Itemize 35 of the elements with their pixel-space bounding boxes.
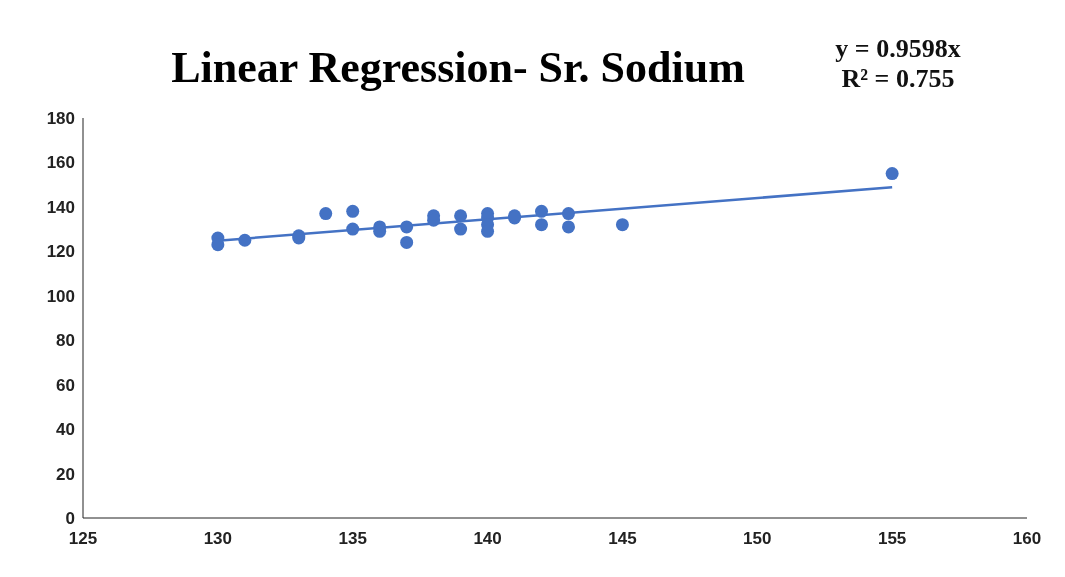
y-tick-label: 0 <box>65 509 75 529</box>
point <box>561 220 575 234</box>
point <box>454 209 468 223</box>
y-tick-label: 60 <box>56 375 75 395</box>
x-tick-label: 155 <box>877 529 907 549</box>
x-tick-label: 150 <box>743 529 772 549</box>
x-tick-label: 145 <box>608 529 637 549</box>
point <box>400 220 414 234</box>
point <box>535 218 549 232</box>
point <box>346 222 360 236</box>
point <box>454 222 468 236</box>
y-tick-label: 120 <box>46 242 75 262</box>
x-tick-label: 125 <box>68 529 98 549</box>
x-tick-label: 140 <box>473 529 502 549</box>
chart-title: Linear Regression- Sr. Sodium <box>171 43 745 92</box>
y-tick-label: 160 <box>46 153 75 173</box>
y-tick-label: 20 <box>56 464 75 484</box>
y-tick-label: 180 <box>46 109 75 129</box>
point <box>319 207 333 221</box>
point <box>885 167 899 181</box>
point <box>615 218 629 232</box>
point <box>238 233 252 247</box>
point <box>561 207 575 221</box>
y-tick-label: 100 <box>46 286 75 306</box>
point <box>346 204 360 218</box>
y-tick-label: 140 <box>46 197 75 217</box>
y-tick-label: 40 <box>56 420 75 440</box>
y-tick-label: 80 <box>56 331 75 351</box>
x-tick-label: 130 <box>203 529 233 549</box>
text: y = 0.9598x <box>835 34 961 63</box>
x-tick-label: 160 <box>1012 529 1042 549</box>
point <box>400 235 414 249</box>
point <box>535 204 549 218</box>
x-tick-label: 135 <box>338 529 367 549</box>
text: R² = 0.755 <box>841 64 955 93</box>
